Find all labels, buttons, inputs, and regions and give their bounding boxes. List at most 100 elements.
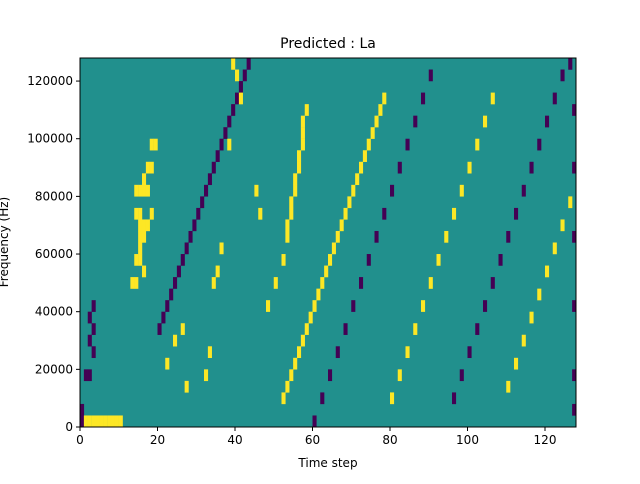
heatmap-cell-high <box>266 300 271 312</box>
heatmap-cell-high <box>134 184 139 197</box>
heatmap-cell-high <box>173 334 178 347</box>
heatmap-cell-high <box>130 277 135 289</box>
heatmap-cell-high <box>339 219 344 232</box>
heatmap-cell-high <box>165 357 170 370</box>
heatmap-cell-low <box>157 323 162 335</box>
heatmap-cell-high <box>142 219 147 232</box>
x-axis: 0 20 40 60 80 100 120 <box>76 427 556 447</box>
heatmap-cell-high <box>103 415 108 428</box>
heatmap-cell-low <box>173 277 178 289</box>
heatmap-cell-low <box>200 196 205 209</box>
heatmap-cell-low <box>165 300 170 312</box>
heatmap-cell-low <box>204 184 209 197</box>
heatmap-cell-high <box>304 323 309 335</box>
heatmap-cell-high <box>444 230 449 243</box>
heatmap-cell-high <box>331 242 336 255</box>
heatmap-cell-high <box>149 161 154 174</box>
heatmap-cell-high <box>289 369 294 382</box>
heatmap-cell-high <box>87 415 92 428</box>
heatmap-cell-low <box>335 346 340 359</box>
heatmap-cell-high <box>297 346 302 359</box>
heatmap-cell-high <box>99 415 104 428</box>
heatmap-cell-low <box>572 230 577 243</box>
heatmap-cell-high <box>138 254 143 266</box>
heatmap-cell-high <box>312 300 317 312</box>
heatmap-cell-low <box>207 173 212 186</box>
heatmap-cell-high <box>149 207 154 220</box>
heatmap-cell-high <box>138 207 143 220</box>
heatmap-cell-high <box>293 184 298 197</box>
heatmap-cell-low <box>483 300 488 312</box>
heatmap-cell-high <box>351 184 356 197</box>
heatmap-cell-low <box>545 115 550 128</box>
heatmap-cell-high <box>490 92 495 105</box>
y-tick-label: 80000 <box>35 189 73 203</box>
heatmap-cell-high <box>300 115 305 128</box>
heatmap-cell-low <box>238 81 243 93</box>
y-axis-label: Frequency (Hz) <box>0 197 11 288</box>
heatmap-cell-high <box>142 265 147 278</box>
heatmap-cell-high <box>134 207 139 220</box>
heatmap-cell-high <box>142 230 147 243</box>
heatmap-cell-high <box>529 311 534 324</box>
heatmap-cell-low <box>529 161 534 174</box>
heatmap-cell-high <box>362 150 367 162</box>
x-tick-label: 0 <box>76 433 84 447</box>
y-tick-label: 20000 <box>35 362 73 376</box>
heatmap-cell-high <box>347 196 352 209</box>
x-axis-label: Time step <box>297 456 357 470</box>
heatmap-cell-low <box>572 161 577 174</box>
heatmap-cell-high <box>370 127 375 139</box>
heatmap-cell-high <box>258 207 263 220</box>
heatmap-cell-high <box>374 115 379 128</box>
heatmap-cell-high <box>138 230 143 243</box>
heatmap-cell-high <box>289 207 294 220</box>
heatmap-cell-high <box>320 277 325 289</box>
heatmap-cell-high <box>452 207 457 220</box>
heatmap-cell-high <box>138 242 143 255</box>
heatmap-cell-high <box>355 173 360 186</box>
heatmap-cell-low <box>572 403 577 416</box>
heatmap-cell-low <box>428 69 433 82</box>
heatmap-cell-high <box>316 288 321 301</box>
heatmap-cell-low <box>87 369 92 382</box>
heatmap-cell-low <box>374 230 379 243</box>
heatmap-cell-low <box>91 323 96 335</box>
heatmap-cell-low <box>161 311 166 324</box>
heatmap-cell-low <box>366 254 371 266</box>
heatmap-cell-high <box>219 242 224 255</box>
heatmap-cell-high <box>134 277 139 289</box>
heatmap-cell-high <box>506 380 511 393</box>
heatmap-cell-high <box>95 415 100 428</box>
heatmap-cell-low <box>521 184 526 197</box>
heatmap-cell-low <box>196 207 201 220</box>
heatmap-cell-high <box>289 196 294 209</box>
heatmap-cell-high <box>390 392 395 405</box>
heatmap-cell-low <box>180 254 185 266</box>
heatmap-cell-high <box>238 92 243 105</box>
heatmap-cell-high <box>273 277 278 289</box>
y-axis: 0 20000 40000 60000 80000 100000 120000 <box>27 74 80 434</box>
heatmap-cell-low <box>382 207 387 220</box>
heatmap-cell-low <box>320 392 325 405</box>
heatmap-cell-high <box>560 219 565 232</box>
heatmap-cell-high <box>145 184 150 197</box>
heatmap-cell-high <box>142 173 147 186</box>
heatmap-cell-low <box>397 161 402 174</box>
heatmap-cell-high <box>180 323 185 335</box>
y-tick-label: 100000 <box>27 132 73 146</box>
heatmap-cell-high <box>118 415 123 428</box>
x-tick-label: 20 <box>150 433 165 447</box>
heatmap-cell-high <box>145 161 150 174</box>
heatmap-cell-low <box>421 92 426 105</box>
heatmap-cell-low <box>572 104 577 116</box>
heatmap-cell-low <box>192 219 197 232</box>
heatmap-cell-high <box>382 92 387 105</box>
heatmap-cell-high <box>285 380 290 393</box>
heatmap-cell-high <box>297 161 302 174</box>
heatmap-cell-low <box>211 161 216 174</box>
heatmap-cell-low <box>359 277 364 289</box>
heatmap-cell-high <box>281 392 286 405</box>
y-tick-label: 0 <box>65 420 73 434</box>
heatmap-cell-low <box>552 92 557 105</box>
